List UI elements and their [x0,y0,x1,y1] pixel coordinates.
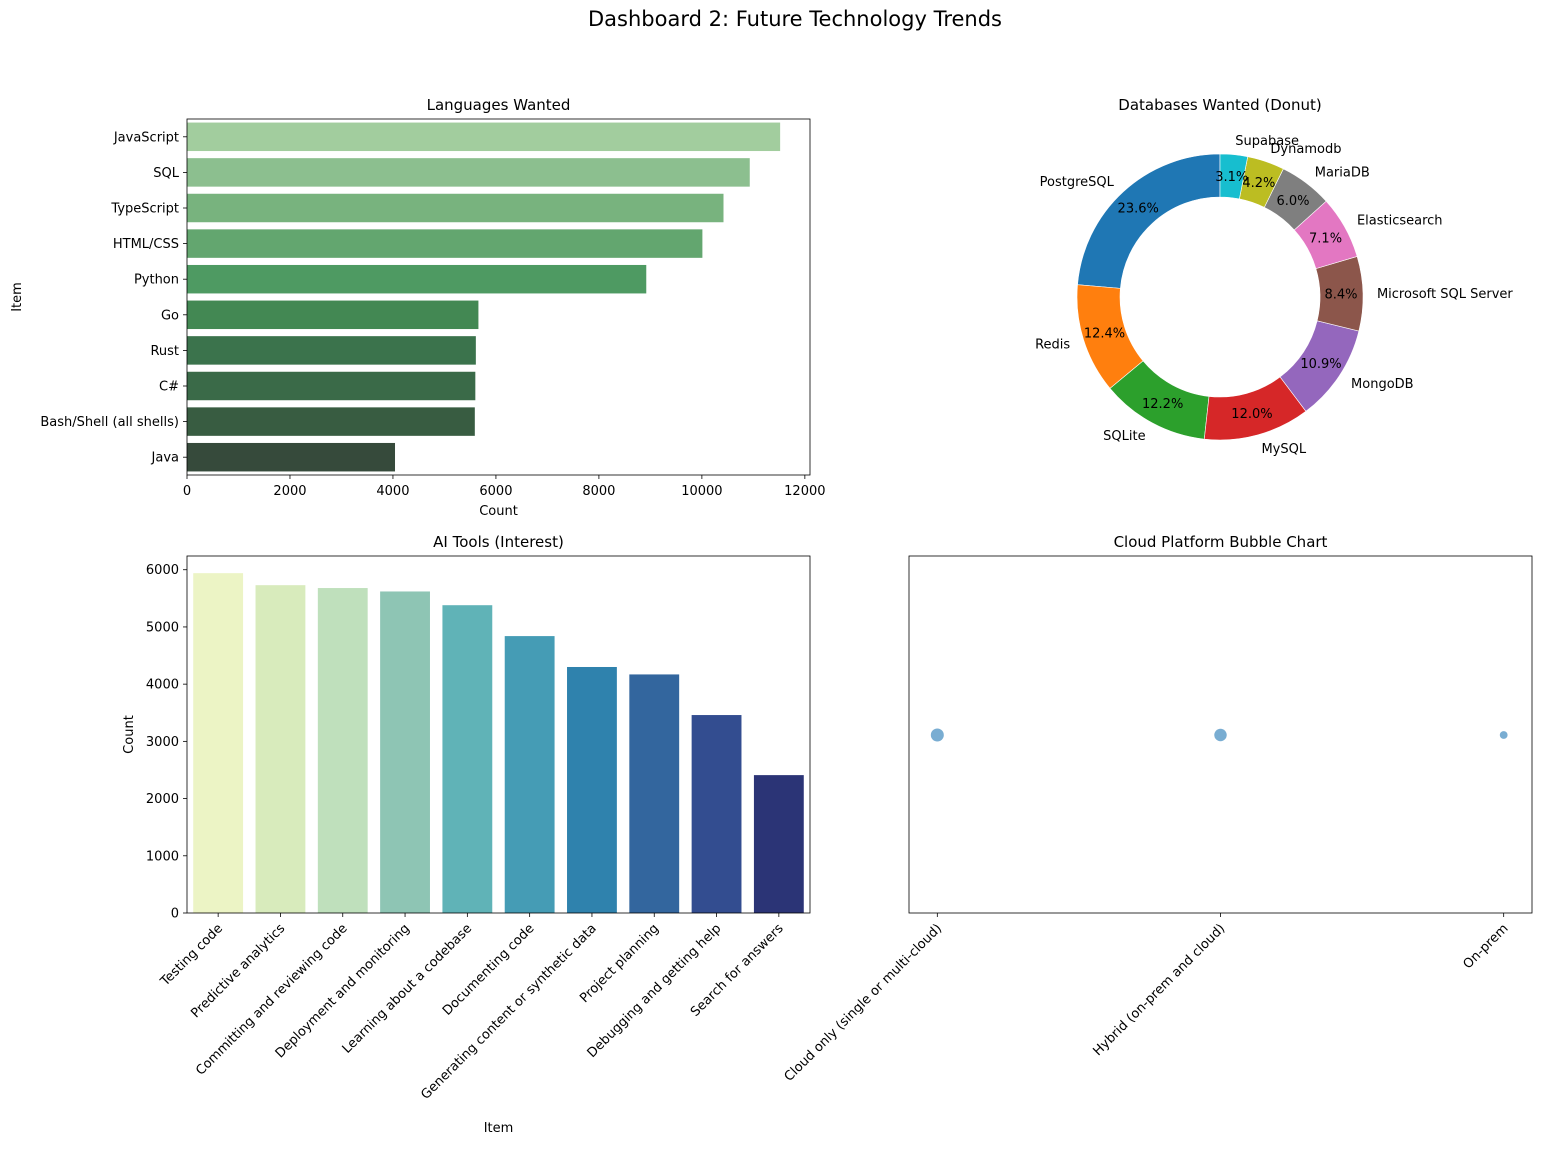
ai-tools-ylabel: Count [122,715,137,754]
cloud-chart-title: Cloud Platform Bubble Chart [1114,533,1328,551]
databases-chart-title: Databases Wanted (Donut) [1118,96,1321,114]
ai-tools-tick-label: Learning about a codebase [340,921,476,1057]
ai-tools-chart: AI Tools (Interest)Testing codePredictiv… [122,533,811,1136]
donut-pct-label: 3.1% [1215,170,1248,185]
ai-tools-ytick-label: 1000 [146,849,179,864]
ai-tools-bar-deployment-and-monitoring [380,591,430,913]
cloud-tick-label: On-prem [1460,921,1511,972]
ai-tools-tick-label: Debugging and getting help [585,921,725,1061]
ai-tools-bar-project-planning [629,674,680,913]
donut-label-postgresql: PostgreSQL [1040,175,1115,190]
donut-slice-supabase [1219,153,1249,200]
languages-tick-label: TypeScript [110,202,179,217]
languages-axes-frame [186,118,811,476]
donut-label-elasticsearch: Elasticsearch [1357,214,1443,229]
donut-label-mysql: MySQL [1261,442,1306,457]
donut-pct-label: 23.6% [1118,201,1159,216]
ai-tools-bar-search-for-answers [753,775,804,913]
languages-tick-label: C# [159,380,179,395]
ai-tools-bar-committing-and-reviewing-code [317,588,368,913]
ai-tools-bar-learning-about-a-codebase [442,605,493,913]
ai-tools-bar-generating-content-or-synthetic-data [567,666,617,913]
ai-tools-bar-debugging-and-getting-help [691,715,742,913]
languages-xtick-label: 10000 [681,484,722,499]
languages-xtick-label: 8000 [582,484,615,499]
donut-label-mongodb: MongoDB [1351,377,1414,392]
donut-label-microsoft-sql-server: Microsoft SQL Server [1377,287,1513,302]
languages-tick-label: SQL [153,166,179,181]
ai-tools-bar-predictive-analytics [255,585,306,913]
ai-tools-ytick-label: 3000 [146,735,179,750]
donut-pct-label: 7.1% [1309,231,1342,246]
languages-bar-python [187,264,647,294]
languages-bar-go [187,300,479,330]
cloud-bubble-chart: Cloud Platform Bubble Chart Cloud only (s… [782,533,1533,1085]
ai-tools-ytick-label: 2000 [146,792,179,807]
donut-pct-label: 12.0% [1231,407,1272,422]
languages-bar-sql [187,158,750,187]
cloud-tick-label: Cloud only (single or multi-cloud) [782,921,945,1084]
languages-bar-bash-shell-all-shells [187,407,475,436]
ai-tools-bar-testing-code [193,573,244,913]
ai-tools-ytick-label: 5000 [146,620,179,635]
languages-bar-c [187,371,476,401]
donut-pct-label: 6.0% [1277,194,1310,209]
languages-ylabel: Item [10,282,25,312]
cloud-bubble-cloud-only-single-or-multi-cloud [930,728,944,742]
languages-tick-label: Python [134,273,179,288]
languages-bar-rust [187,336,476,365]
cloud-axes-frame [908,555,1533,914]
languages-tick-label: Go [161,308,179,323]
languages-bar-javascript [187,122,781,152]
ai-tools-chart-title: AI Tools (Interest) [433,533,564,551]
donut-pct-label: 12.4% [1084,327,1125,342]
languages-xtick-label: 2000 [273,484,306,499]
donut-label-redis: Redis [1035,337,1070,352]
languages-bar-typescript [187,193,724,223]
donut-pct-label: 8.4% [1324,288,1357,303]
donut-label-supabase: Supabase [1235,134,1299,149]
ai-tools-tick-label: Testing code [157,921,226,990]
languages-tick-label: HTML/CSS [113,237,179,252]
languages-xtick-label: 12000 [784,484,825,499]
languages-xtick-label: 4000 [376,484,409,499]
ai-tools-tick-label: Deployment and monitoring [273,921,413,1061]
languages-tick-label: Bash/Shell (all shells) [40,415,179,430]
donut-pct-label: 4.2% [1242,176,1275,191]
ai-tools-ytick-label: 0 [171,907,179,922]
ai-tools-bar-documenting-code [504,636,555,913]
donut-label-mariadb: MariaDB [1315,165,1370,180]
ai-tools-xlabel: Item [484,1121,514,1136]
languages-xtick-label: 0 [183,484,191,499]
cloud-bubble-on-prem [1499,731,1508,739]
languages-bar-java [187,442,396,472]
languages-bar-html-css [187,229,703,258]
languages-xlabel: Count [479,504,518,519]
languages-tick-label: Rust [150,344,179,359]
donut-label-sqlite: SQLite [1103,429,1145,444]
cloud-bubble-hybrid-on-prem-and-cloud [1214,728,1227,742]
languages-xtick-label: 6000 [479,484,512,499]
ai-tools-ytick-label: 4000 [146,678,179,693]
languages-tick-label: Java [151,451,179,466]
ai-tools-axes-frame [186,555,811,914]
languages-chart-title: Languages Wanted [427,96,571,114]
languages-tick-label: JavaScript [113,130,179,145]
languages-chart: Languages Wanted JavaScript SQL TypeScript H… [10,96,826,519]
figure-title: Dashboard 2: Future Technology Trends [588,7,1002,31]
donut-label-dynamodb: Dynamodb [1270,142,1341,157]
donut-pct-label: 10.9% [1300,357,1341,372]
ai-tools-ytick-label: 6000 [146,563,179,578]
donut-pct-label: 12.2% [1142,397,1183,412]
cloud-tick-label: Hybrid (on-prem and cloud) [1090,921,1228,1059]
